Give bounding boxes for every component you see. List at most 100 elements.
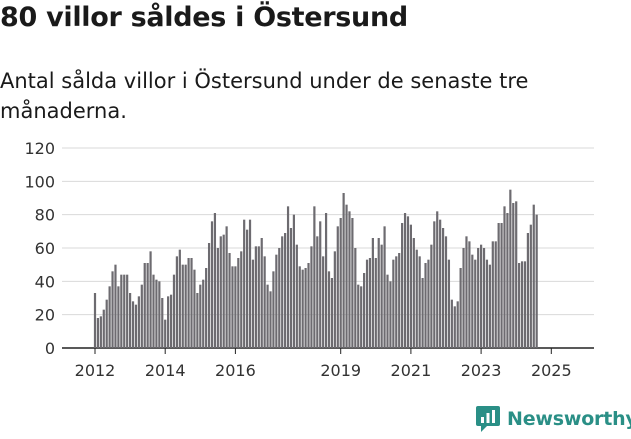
bar bbox=[342, 193, 345, 348]
bar bbox=[281, 236, 284, 348]
bar bbox=[433, 221, 436, 348]
bar bbox=[462, 248, 465, 348]
bar bbox=[418, 256, 421, 348]
bar bbox=[447, 259, 451, 348]
bar bbox=[327, 271, 331, 348]
bar bbox=[158, 281, 161, 348]
bar bbox=[140, 284, 143, 348]
bar bbox=[515, 201, 518, 348]
bar bbox=[523, 261, 527, 348]
bar bbox=[114, 264, 117, 348]
bar bbox=[453, 306, 456, 348]
bar bbox=[99, 316, 102, 348]
bar bbox=[330, 278, 334, 348]
y-tick-label: 20 bbox=[35, 306, 55, 325]
bar bbox=[494, 241, 497, 348]
bars bbox=[93, 189, 538, 348]
bar bbox=[380, 244, 383, 348]
x-tick-label: 2023 bbox=[461, 361, 502, 380]
bar bbox=[263, 256, 266, 348]
x-tick-label: 2012 bbox=[75, 361, 116, 380]
y-tick-label: 0 bbox=[45, 339, 55, 358]
bar bbox=[246, 229, 249, 348]
bar bbox=[316, 236, 319, 348]
bar bbox=[167, 296, 170, 348]
newsworthy-brand[interactable]: Newsworthy bbox=[476, 406, 631, 432]
bar bbox=[301, 269, 304, 348]
bar bbox=[181, 264, 184, 348]
bar bbox=[497, 223, 500, 348]
page-subtitle: Antal sålda villor i Östersund under de … bbox=[0, 69, 529, 123]
bar bbox=[143, 263, 146, 348]
bar bbox=[424, 263, 427, 348]
bar bbox=[465, 236, 468, 348]
bar bbox=[93, 293, 97, 348]
bar bbox=[187, 258, 190, 348]
bar bbox=[322, 256, 325, 348]
bar bbox=[518, 263, 521, 348]
bar bbox=[272, 271, 275, 348]
bar bbox=[509, 189, 512, 348]
bar bbox=[120, 274, 123, 348]
bar bbox=[401, 223, 404, 348]
bar bbox=[269, 291, 272, 348]
bar bbox=[482, 248, 486, 348]
bar bbox=[257, 246, 260, 348]
y-axis-labels: 0 20 40 60 80 100 120 bbox=[24, 139, 55, 358]
bar bbox=[126, 274, 129, 348]
bar bbox=[240, 251, 243, 348]
bar bbox=[102, 309, 105, 348]
bar bbox=[222, 234, 225, 348]
bar bbox=[386, 274, 389, 348]
highlight-value-label: 80 bbox=[555, 0, 577, 5]
bar bbox=[205, 268, 208, 348]
bar bbox=[427, 259, 430, 348]
bar bbox=[471, 254, 474, 348]
bar bbox=[260, 238, 263, 348]
bar bbox=[278, 248, 281, 348]
bar bbox=[365, 259, 369, 348]
x-tick-label: 2019 bbox=[320, 361, 361, 380]
bar bbox=[360, 286, 363, 348]
bar bbox=[213, 213, 217, 348]
x-tick-label: 2025 bbox=[531, 361, 572, 380]
bar bbox=[292, 214, 295, 348]
bar bbox=[219, 236, 222, 348]
bar-chart: 0 20 40 60 80 100 120 2012 2014 2016 2019 2021 2023… bbox=[24, 0, 594, 380]
bar bbox=[348, 211, 351, 348]
bar bbox=[336, 226, 339, 348]
bar bbox=[333, 251, 336, 348]
bar bbox=[295, 244, 298, 348]
bar bbox=[243, 219, 246, 348]
bar bbox=[175, 256, 178, 348]
bar bbox=[477, 248, 480, 348]
bar bbox=[155, 279, 158, 348]
bar bbox=[436, 211, 439, 348]
bar bbox=[450, 299, 453, 348]
bar bbox=[178, 249, 181, 348]
bar bbox=[210, 221, 214, 348]
bar bbox=[319, 221, 322, 348]
bar bbox=[123, 274, 126, 348]
bar bbox=[202, 279, 205, 348]
bar bbox=[526, 233, 529, 348]
bar bbox=[161, 298, 164, 348]
bar bbox=[251, 259, 255, 348]
bar bbox=[403, 213, 407, 348]
bar bbox=[421, 278, 424, 348]
bar bbox=[190, 258, 193, 348]
bar bbox=[231, 266, 234, 348]
bar bbox=[199, 284, 202, 348]
y-tick-label: 40 bbox=[35, 272, 55, 291]
bar bbox=[284, 233, 287, 348]
bar bbox=[129, 293, 132, 348]
bar bbox=[228, 253, 231, 348]
x-tick-label: 2014 bbox=[145, 361, 186, 380]
bar bbox=[275, 254, 278, 348]
bar bbox=[266, 284, 269, 348]
bar bbox=[108, 286, 111, 348]
bar bbox=[286, 206, 290, 348]
bar bbox=[485, 259, 489, 348]
bar bbox=[409, 224, 412, 348]
bar bbox=[480, 244, 483, 348]
